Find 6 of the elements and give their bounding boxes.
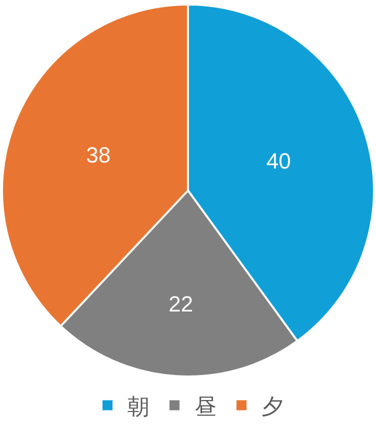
legend-label: 夕 bbox=[262, 394, 284, 420]
legend-label: 昼 bbox=[194, 394, 216, 420]
data-label: 38 bbox=[86, 142, 111, 168]
data-label: 40 bbox=[266, 148, 291, 174]
data-label: 22 bbox=[168, 291, 194, 316]
legend-label: 朝 bbox=[128, 394, 150, 420]
